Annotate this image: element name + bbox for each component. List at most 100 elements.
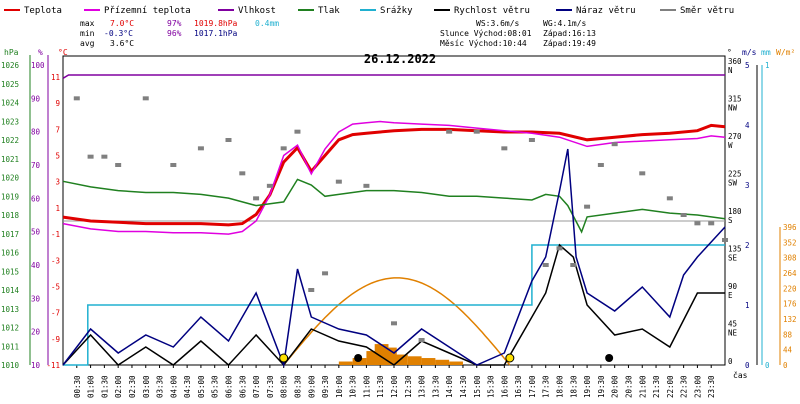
- series-line: [62, 74, 725, 79]
- axis-label-hpa: hPa: [4, 48, 19, 57]
- x-tick-label: 11:00: [362, 375, 371, 398]
- legend-label: Náraz větru: [576, 6, 636, 16]
- axis-label-wm2: W/m²: [776, 48, 795, 57]
- tick-percent: 60: [31, 194, 41, 203]
- wind-direction-mark: [446, 129, 453, 134]
- wind-direction-mark: [473, 129, 480, 134]
- wind-direction-mark: [556, 246, 563, 251]
- chart-title: 26.12.2022: [364, 52, 436, 66]
- x-tick-label: 11:30: [376, 375, 385, 398]
- series-line: [62, 123, 726, 227]
- axis-label-percent: %: [38, 48, 43, 57]
- radiation-bar: [421, 358, 436, 365]
- stats-value: 1019.8hPa: [194, 19, 238, 28]
- tick-hpa: 1016: [1, 249, 20, 258]
- tick-hpa: 1010: [1, 361, 20, 370]
- x-tick-label: 01:00: [87, 375, 96, 398]
- x-tick-label: 14:30: [459, 375, 468, 398]
- stat-moonrise: Měsíc Východ:10:44: [440, 39, 527, 48]
- stats-value: max: [80, 19, 95, 28]
- tick-celsius: 9: [55, 99, 60, 108]
- tick-direction-label: W: [728, 141, 733, 150]
- tick-celsius: 3: [55, 178, 60, 187]
- tick-hpa: 1013: [1, 305, 19, 314]
- x-tick-label: 08:00: [280, 375, 289, 398]
- x-tick-label: 19:00: [583, 375, 592, 398]
- x-tick-label: 13:30: [431, 375, 440, 398]
- stats-block: max 7.0°C 97% 1019.8hPa 0.4mm min -0.3°C 96% 101…: [80, 19, 596, 48]
- x-tick-label: 09:30: [321, 375, 330, 398]
- wind-direction-mark: [666, 196, 673, 201]
- x-tick-label: 01:30: [100, 375, 109, 398]
- tick-celsius: -3: [51, 256, 60, 265]
- x-tick-label: 21:30: [652, 375, 661, 398]
- wind-direction-mark: [391, 321, 397, 326]
- x-tick-label: 13:00: [418, 375, 427, 398]
- legend-label: Směr větru: [680, 6, 734, 16]
- tick-ms: 1: [745, 301, 750, 310]
- tick-celsius: 11: [51, 73, 60, 82]
- x-tick-label: 21:00: [638, 375, 647, 398]
- x-tick-label: 02:30: [128, 375, 137, 398]
- x-tick-label: 18:00: [556, 375, 565, 398]
- series-line: [62, 120, 726, 235]
- sunset-marker: [505, 353, 515, 363]
- x-tick-label: 15:00: [473, 375, 482, 398]
- x-tick-label: 23:30: [707, 375, 716, 398]
- radiation-bar: [449, 361, 463, 365]
- x-tick-label: 20:30: [624, 375, 633, 398]
- wind-direction-mark: [528, 138, 535, 142]
- tick-direction-label: NE: [728, 329, 738, 338]
- tick-direction: 0: [728, 357, 733, 366]
- x-tick-label: 07:00: [252, 375, 261, 398]
- tick-wm2: 0: [783, 361, 788, 370]
- x-tick-label: 19:30: [597, 375, 606, 398]
- stat-moonset: Západ:19:49: [543, 39, 596, 48]
- tick-wm2: 88: [783, 330, 793, 339]
- x-tick-label: 23:00: [693, 375, 702, 398]
- tick-celsius: 5: [55, 152, 60, 161]
- tick-hpa: 1020: [1, 174, 20, 183]
- wind-direction-mark: [170, 163, 177, 167]
- wind-direction-mark: [101, 154, 108, 159]
- tick-direction: 315: [728, 95, 742, 104]
- wind-direction-mark: [73, 96, 80, 101]
- wind-direction-mark: [722, 238, 728, 242]
- x-tick-label: 07:30: [266, 375, 275, 398]
- tick-hpa: 1021: [1, 155, 19, 164]
- tick-percent: 90: [31, 94, 41, 103]
- tick-celsius: -1: [51, 230, 60, 239]
- x-axis: 00:30 01:00 01:30 02:00 02:30 03:00 03:30 04:00…: [73, 365, 748, 398]
- x-tick-label: 05:30: [211, 375, 220, 398]
- wind-direction-mark: [680, 213, 687, 217]
- x-tick-label: 15:30: [487, 375, 496, 398]
- stats-value: 96%: [167, 29, 182, 38]
- tick-celsius: -11: [46, 361, 60, 370]
- x-tick-label: 03:00: [142, 375, 151, 398]
- tick-direction-label: SW: [728, 179, 738, 188]
- wind-direction-mark: [418, 338, 425, 342]
- legend-label: Rychlost větru: [454, 6, 530, 16]
- tick-mm: 0: [765, 361, 770, 370]
- wind-direction-mark: [708, 221, 715, 226]
- tick-wm2: 352: [783, 238, 797, 247]
- tick-wm2: 176: [783, 300, 797, 309]
- tick-direction-label: N: [728, 66, 733, 75]
- x-tick-label: 16:00: [500, 375, 509, 398]
- axis-label-direction: °: [727, 48, 732, 57]
- tick-hpa: 1026: [1, 61, 20, 70]
- legend-label: Vlhkost: [238, 6, 276, 16]
- legend: Teplota Přízemní teplota Vlhkost Tlak Srážky…: [4, 6, 734, 16]
- wind-direction-mark: [501, 146, 508, 151]
- x-tick-label: 05:00: [197, 375, 206, 398]
- x-tick-label: 09:00: [307, 375, 316, 398]
- tick-hpa: 1017: [1, 230, 19, 239]
- tick-percent: 10: [31, 361, 41, 370]
- wind-direction-mark: [115, 163, 122, 167]
- wind-direction-mark: [694, 221, 701, 226]
- radiation-bar: [435, 359, 450, 365]
- sunrise-marker: [279, 353, 289, 363]
- tick-percent: 50: [31, 228, 41, 237]
- tick-ms: 4: [745, 121, 750, 130]
